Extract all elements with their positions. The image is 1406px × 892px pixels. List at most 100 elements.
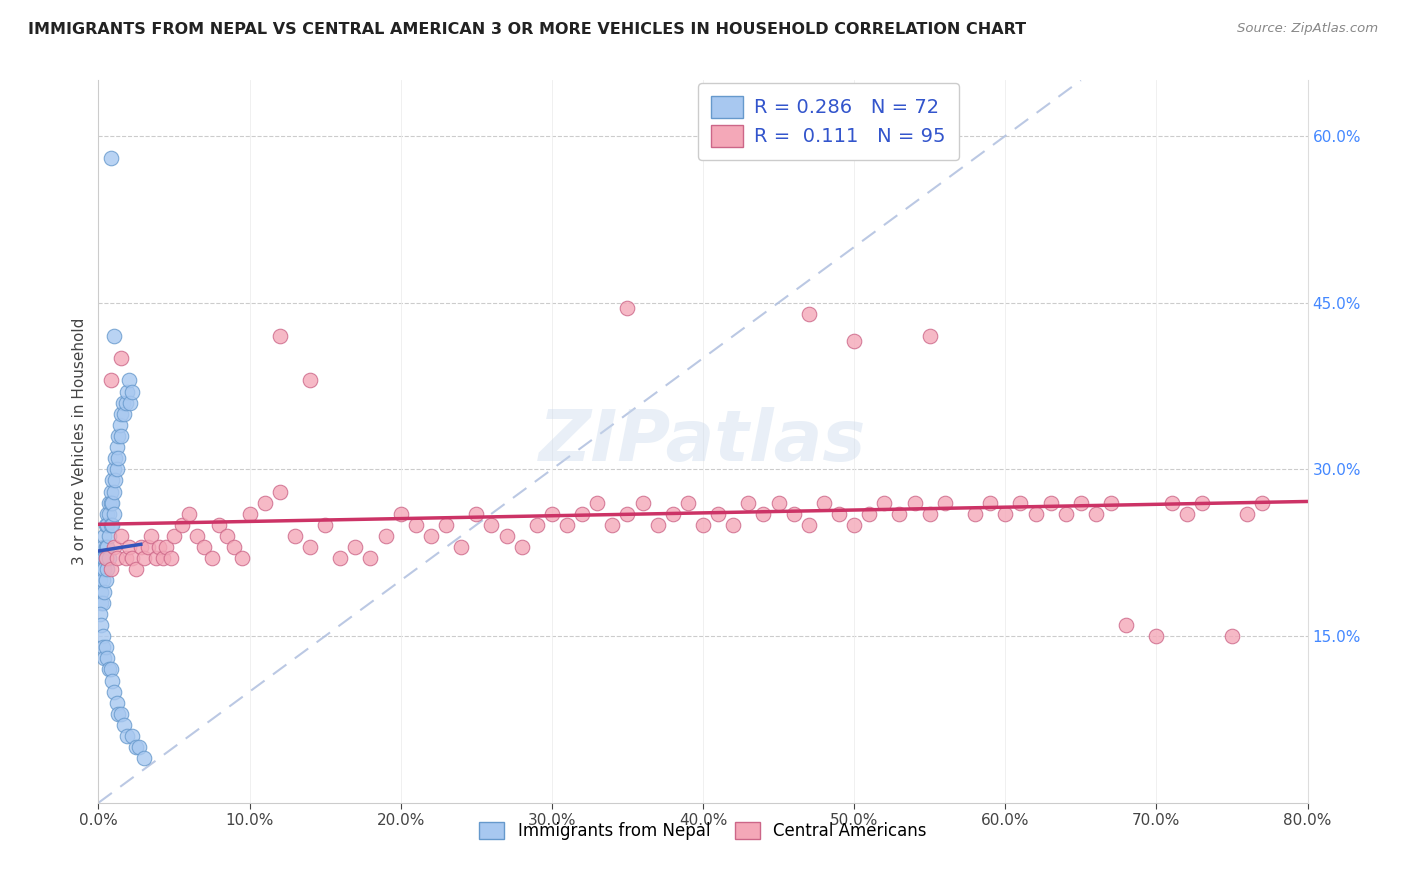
Point — [526, 517, 548, 532]
Point — [155, 540, 177, 554]
Point — [434, 517, 457, 532]
Point — [104, 474, 127, 488]
Point — [661, 507, 683, 521]
Point — [1039, 496, 1062, 510]
Point — [101, 496, 124, 510]
Point — [105, 696, 128, 710]
Point — [299, 540, 322, 554]
Point — [103, 329, 125, 343]
Point — [768, 496, 790, 510]
Point — [1160, 496, 1182, 510]
Point — [979, 496, 1001, 510]
Point — [101, 517, 124, 532]
Point — [128, 740, 150, 755]
Text: ZIPatlas: ZIPatlas — [540, 407, 866, 476]
Point — [858, 507, 880, 521]
Point — [90, 618, 112, 632]
Point — [170, 517, 193, 532]
Point — [110, 529, 132, 543]
Point — [844, 517, 866, 532]
Point — [96, 507, 118, 521]
Point — [120, 395, 142, 409]
Point — [813, 496, 835, 510]
Point — [389, 507, 412, 521]
Point — [125, 740, 148, 755]
Point — [344, 540, 367, 554]
Point — [405, 517, 427, 532]
Point — [110, 706, 132, 721]
Point — [98, 551, 121, 566]
Point — [571, 507, 593, 521]
Point — [100, 662, 122, 676]
Point — [121, 551, 143, 566]
Point — [91, 540, 114, 554]
Point — [103, 462, 125, 476]
Point — [269, 484, 291, 499]
Point — [797, 307, 820, 321]
Point — [1220, 629, 1243, 643]
Point — [90, 562, 112, 576]
Point — [450, 540, 472, 554]
Point — [112, 718, 135, 732]
Point — [107, 429, 129, 443]
Point — [98, 662, 121, 676]
Point — [374, 529, 396, 543]
Point — [89, 551, 111, 566]
Point — [1070, 496, 1092, 510]
Point — [93, 551, 115, 566]
Point — [1010, 496, 1032, 510]
Point — [96, 562, 118, 576]
Point — [540, 507, 562, 521]
Point — [96, 517, 118, 532]
Point — [100, 484, 122, 499]
Point — [918, 507, 941, 521]
Point — [495, 529, 517, 543]
Point — [465, 507, 488, 521]
Point — [231, 551, 253, 566]
Point — [510, 540, 533, 554]
Point — [148, 540, 170, 554]
Point — [125, 562, 148, 576]
Point — [1115, 618, 1137, 632]
Point — [253, 496, 276, 510]
Point — [90, 584, 112, 599]
Point — [103, 484, 125, 499]
Point — [889, 507, 911, 521]
Point — [1099, 496, 1122, 510]
Text: IMMIGRANTS FROM NEPAL VS CENTRAL AMERICAN 3 OR MORE VEHICLES IN HOUSEHOLD CORREL: IMMIGRANTS FROM NEPAL VS CENTRAL AMERICA… — [28, 22, 1026, 37]
Text: Source: ZipAtlas.com: Source: ZipAtlas.com — [1237, 22, 1378, 36]
Point — [555, 517, 578, 532]
Point — [100, 373, 122, 387]
Point — [797, 517, 820, 532]
Point — [89, 574, 111, 588]
Point — [114, 551, 136, 566]
Point — [616, 301, 638, 315]
Point — [91, 640, 114, 655]
Point — [91, 574, 114, 588]
Point — [94, 574, 117, 588]
Point — [783, 507, 806, 521]
Point — [299, 373, 322, 387]
Point — [100, 496, 122, 510]
Point — [152, 551, 174, 566]
Point — [110, 407, 132, 421]
Point — [737, 496, 759, 510]
Point — [98, 529, 121, 543]
Point — [616, 507, 638, 521]
Point — [98, 496, 121, 510]
Y-axis label: 3 or more Vehicles in Household: 3 or more Vehicles in Household — [72, 318, 87, 566]
Point — [239, 507, 262, 521]
Point — [93, 651, 115, 665]
Point — [1085, 507, 1108, 521]
Point — [586, 496, 609, 510]
Point — [118, 373, 141, 387]
Point — [100, 151, 122, 165]
Point — [208, 517, 231, 532]
Point — [420, 529, 443, 543]
Point — [752, 507, 775, 521]
Point — [844, 334, 866, 349]
Point — [96, 651, 118, 665]
Point — [873, 496, 896, 510]
Point — [90, 596, 112, 610]
Point — [94, 540, 117, 554]
